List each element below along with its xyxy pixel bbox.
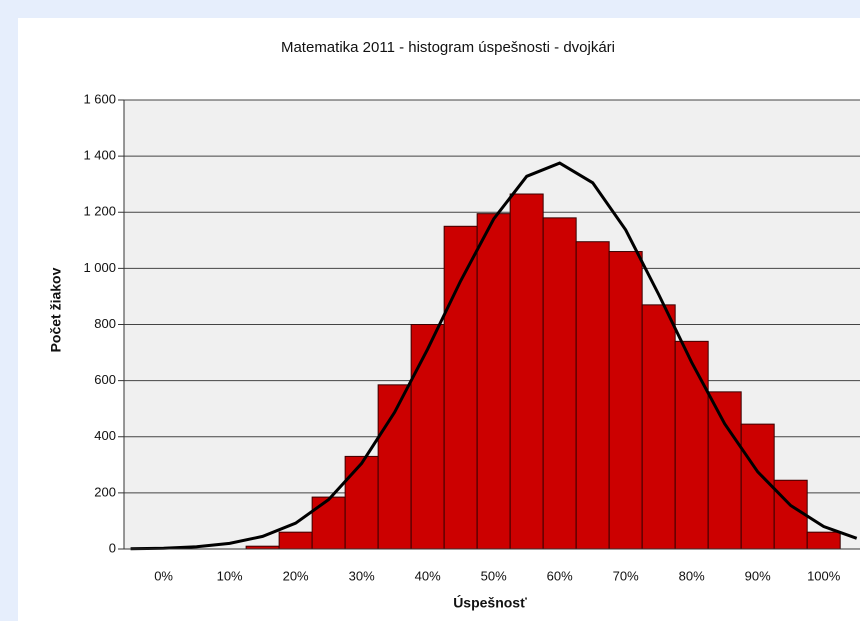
y-tick-label: 200 bbox=[94, 484, 116, 499]
x-tick-label: 10% bbox=[217, 568, 243, 583]
chart-title: Matematika 2011 - histogram úspešnosti -… bbox=[281, 39, 615, 56]
bar bbox=[443, 225, 478, 550]
bar bbox=[806, 531, 841, 550]
y-tick-label: 1 600 bbox=[83, 91, 116, 106]
normal-curve bbox=[130, 161, 858, 551]
bar bbox=[278, 531, 313, 550]
x-tick-label: 20% bbox=[283, 568, 309, 583]
bar bbox=[410, 324, 445, 550]
y-tick-label: 0 bbox=[109, 540, 116, 555]
y-tick-label: 1 200 bbox=[83, 204, 116, 219]
bar bbox=[641, 304, 676, 550]
x-tick-label: 70% bbox=[613, 568, 639, 583]
x-tick-label: 0% bbox=[154, 568, 173, 583]
y-tick-label: 800 bbox=[94, 316, 116, 331]
bar bbox=[707, 391, 742, 550]
x-tick-label: 90% bbox=[745, 568, 771, 583]
x-tick-label: 100% bbox=[807, 568, 841, 583]
bar bbox=[575, 241, 610, 550]
bar bbox=[476, 213, 511, 550]
bar bbox=[773, 479, 808, 550]
y-axis-title: Počet žiakov bbox=[48, 267, 64, 352]
bar bbox=[344, 455, 379, 550]
bar bbox=[542, 217, 577, 550]
y-tick-label: 1 000 bbox=[83, 260, 116, 275]
bar bbox=[608, 251, 643, 550]
x-tick-label: 60% bbox=[547, 568, 573, 583]
bar bbox=[311, 496, 346, 550]
x-tick-label: 80% bbox=[679, 568, 705, 583]
y-tick-label: 400 bbox=[94, 428, 116, 443]
y-tick-label: 1 400 bbox=[83, 148, 116, 163]
x-tick-label: 30% bbox=[349, 568, 375, 583]
bar bbox=[740, 423, 775, 550]
y-tick-label: 600 bbox=[94, 372, 116, 387]
bar bbox=[674, 340, 709, 550]
x-axis-title: Úspešnosť bbox=[453, 594, 527, 611]
x-tick-label: 40% bbox=[415, 568, 441, 583]
x-tick-label: 50% bbox=[481, 568, 507, 583]
bar bbox=[509, 193, 544, 550]
